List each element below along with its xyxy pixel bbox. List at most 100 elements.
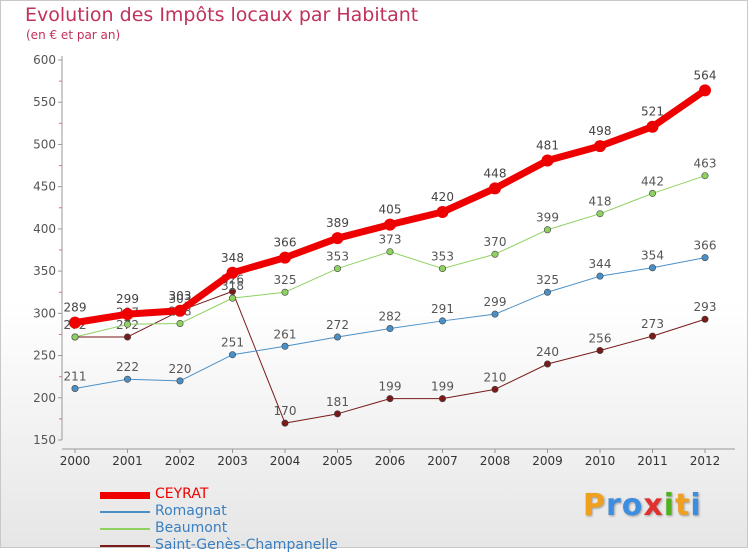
data-point [124,320,132,328]
data-point [124,333,132,341]
x-tick-label: 2012 [690,454,721,468]
data-point [176,377,184,385]
legend-label: Romagnat [155,503,227,519]
data-label: 261 [274,327,297,341]
data-label: 256 [589,331,612,345]
y-tick-label: 400 [33,222,56,236]
data-label: 366 [274,236,297,250]
legend-swatch [100,545,150,547]
data-point [333,265,341,273]
x-tick-label: 2008 [480,454,511,468]
proxiti-logo: Proxiti [583,488,702,523]
data-point [701,254,709,262]
y-tick-label: 350 [33,264,56,278]
data-point [176,319,184,327]
data-point [701,172,709,180]
data-point [386,248,394,256]
data-point [226,266,239,279]
data-label: 251 [221,336,244,350]
data-label: 344 [589,257,612,271]
x-tick-label: 2007 [427,454,458,468]
data-point [386,395,394,403]
x-tick-label: 2011 [637,454,668,468]
data-point [596,346,604,354]
data-point [438,265,446,273]
data-label: 222 [116,360,139,374]
data-label: 353 [326,250,349,264]
data-point [174,304,186,317]
data-point [436,206,449,218]
legend-label: Saint-Genès-Champanelle [155,537,338,553]
x-tick-label: 2010 [585,454,616,468]
logo-letter: x [643,488,664,523]
data-label: 442 [641,174,664,188]
x-tick-label: 2009 [532,454,563,468]
data-point [331,232,344,245]
data-label: 420 [431,190,454,204]
data-label: 399 [536,211,559,225]
data-label: 481 [536,138,559,152]
data-label: 318 [221,279,244,293]
data-label: 354 [641,249,664,263]
data-label: 564 [694,68,717,82]
x-tick-label: 2003 [217,454,248,468]
data-label: 273 [641,317,664,331]
data-label: 373 [379,233,402,247]
y-tick-label: 600 [33,53,56,67]
data-label: 210 [484,370,507,384]
legend-label: Beaumont [155,520,228,536]
logo-letter: r [606,488,622,523]
data-point [699,84,711,97]
logo-letter: i [663,488,676,523]
data-label: 170 [274,404,297,418]
legend-swatch [100,491,150,499]
y-tick-label: 550 [33,95,56,109]
x-tick-label: 2005 [322,454,353,468]
data-label: 220 [169,362,192,376]
data-point [281,342,289,350]
data-point [333,333,341,341]
data-label: 181 [326,395,349,409]
y-tick-label: 150 [33,433,56,447]
data-label: 211 [64,369,87,383]
data-point [701,315,709,323]
logo-letter: i [690,488,702,523]
data-point [69,316,81,329]
data-label: 325 [274,273,297,287]
x-tick-label: 2000 [60,454,91,468]
chart-title: Evolution des Impôts locaux par Habitant [25,4,419,26]
data-label: 325 [536,273,559,287]
data-point [121,308,134,321]
x-tick-label: 2001 [112,454,143,468]
logo-letter: P [583,488,606,523]
data-label: 418 [589,195,612,209]
data-point [594,140,606,153]
data-point [596,272,604,280]
legend-label: CEYRAT [155,486,209,502]
data-point [384,218,396,231]
data-point [541,154,554,167]
data-label: 240 [536,345,559,359]
data-point [124,375,132,383]
x-tick-label: 2002 [165,454,196,468]
y-tick-label: 250 [33,349,56,363]
data-point [646,120,659,133]
data-point [491,385,499,393]
data-label: 299 [484,295,507,309]
data-point [543,226,551,234]
data-label: 293 [694,300,717,314]
data-label: 389 [326,216,349,230]
data-label: 299 [116,292,139,306]
legend-swatch [100,511,150,513]
data-label: 405 [379,203,402,217]
data-label: 303 [169,292,192,306]
data-point [543,360,551,368]
data-point [491,310,499,318]
data-point [279,251,291,264]
data-label: 498 [589,124,612,138]
legend-swatch [100,528,150,530]
data-point [489,182,501,195]
data-point [229,287,237,295]
data-label: 289 [64,301,87,315]
